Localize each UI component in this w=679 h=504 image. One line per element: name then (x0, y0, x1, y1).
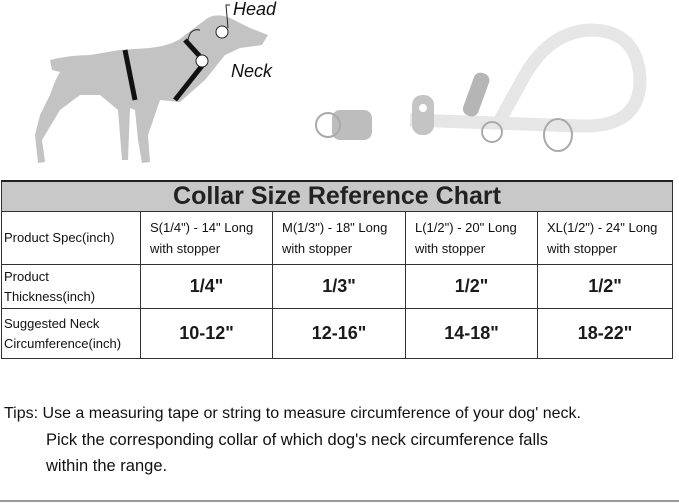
value-cell: 1/2" (537, 264, 673, 309)
collar-product-image (315, 23, 647, 152)
value-cell: 14-18" (405, 308, 538, 359)
spec-cell: XL(1/2") - 24" Long with stopper (537, 211, 673, 265)
row-header: Suggested Neck Circumference(inch) (1, 308, 141, 359)
ring-icon (543, 118, 573, 152)
neck-marker-icon (195, 54, 209, 68)
value-cell: 18-22" (537, 308, 673, 359)
spec-cell: M(1/3") - 18" Long with stopper (272, 211, 406, 265)
tips-line-2: Pick the corresponding collar of which d… (46, 431, 549, 449)
spec-cell: L(1/2") - 20" Long with stopper (405, 211, 538, 265)
spec-cell: S(1/4") - 14" Long with stopper (140, 211, 273, 265)
tab-hole (419, 104, 427, 112)
ring-icon (315, 112, 341, 138)
table-row-spec: Product Spec(inch) S(1/4") - 14" Long wit… (1, 211, 673, 265)
dog-silhouette (35, 15, 268, 163)
value-cell: 1/3" (272, 264, 406, 309)
ring-icon (481, 121, 503, 143)
dog-measurement-diagram (35, 4, 268, 163)
table-row-thickness: Product Thickness(inch) 1/4" 1/3" 1/2" 1/… (1, 264, 673, 309)
value-cell: 10-12" (140, 308, 273, 359)
tips-line-3: within the range. (46, 457, 168, 475)
size-chart-table: Collar Size Reference Chart Product Spec… (1, 180, 673, 359)
rotate-arrow-icon (187, 4, 230, 41)
tips-text: Tips: Use a measuring tape or string to … (4, 401, 581, 479)
stopper (462, 72, 490, 117)
value-cell: 12-16" (272, 308, 406, 359)
head-marker-icon (215, 25, 229, 39)
leather-end (332, 110, 372, 140)
stopper-tab (412, 95, 434, 135)
neck-label: Neck (231, 61, 273, 81)
rope-loop (409, 23, 647, 133)
table-row-circumference: Suggested Neck Circumference(inch) 10-12"… (1, 308, 673, 359)
tips-line-1: Tips: Use a measuring tape or string to … (4, 405, 581, 422)
row-header: Product Spec(inch) (1, 211, 141, 265)
value-cell: 1/2" (405, 264, 538, 309)
head-label: Head (233, 0, 277, 19)
bottom-divider (0, 500, 679, 502)
value-cell: 1/4" (140, 264, 273, 309)
row-header: Product Thickness(inch) (1, 264, 141, 309)
chart-title: Collar Size Reference Chart (1, 180, 673, 212)
